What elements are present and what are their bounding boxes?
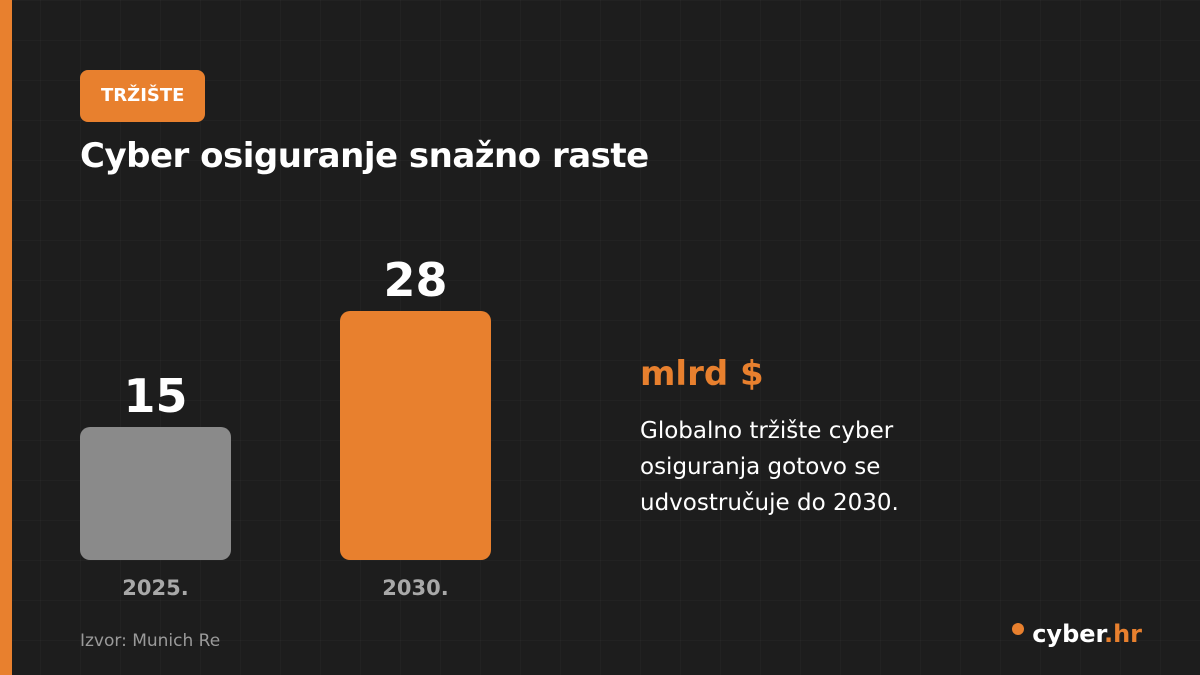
unit: mlrd $ <box>640 354 764 394</box>
accent-stripe <box>0 0 12 675</box>
logo-suffix: .hr <box>1103 620 1142 648</box>
category-label: 2030. <box>382 576 449 600</box>
bar <box>340 310 491 560</box>
category-label: 2025. <box>122 576 189 600</box>
value-label: 28 <box>383 252 448 307</box>
value-label: 15 <box>123 368 188 423</box>
tag: TRŽIŠTE <box>80 70 206 122</box>
logo-dot <box>1012 623 1025 635</box>
chart-title: Cyber osiguranje snažno raste <box>80 136 649 176</box>
description: Globalno tržište cyber osiguranja gotovo… <box>640 418 899 516</box>
source: Izvor: Munich Re <box>80 631 221 651</box>
logo-name: cyber <box>1032 620 1104 648</box>
bar <box>80 426 231 560</box>
logo: cyber.hr <box>1012 620 1142 648</box>
